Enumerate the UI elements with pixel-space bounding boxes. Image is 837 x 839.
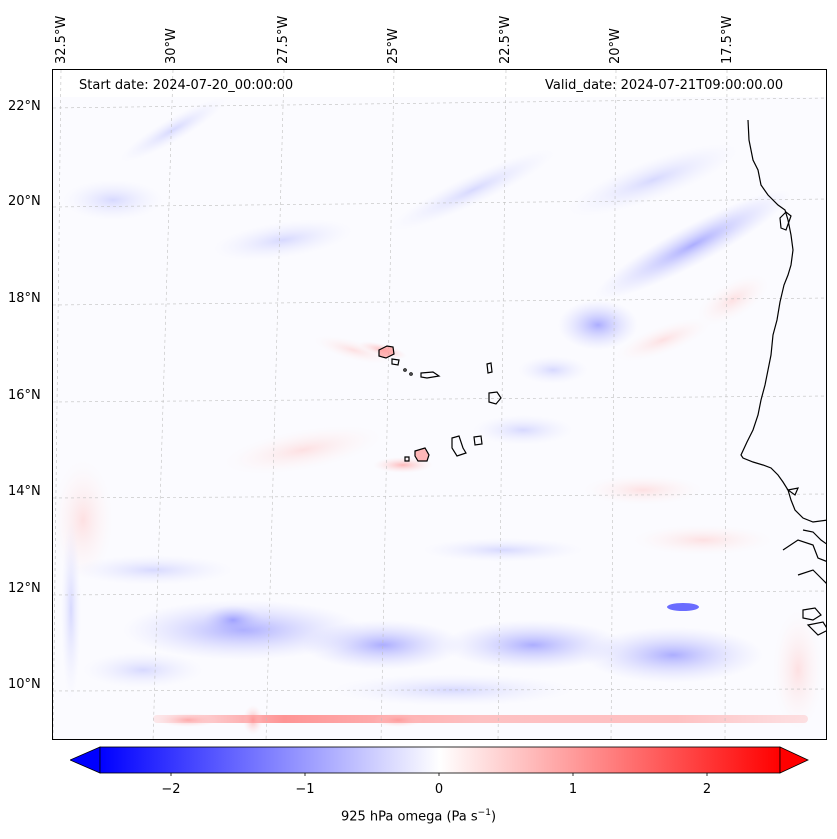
- colorbar-tick-2: 2: [702, 782, 712, 797]
- colorbar: [70, 746, 809, 776]
- coastline: [740, 119, 826, 636]
- lon-label-30w: 30°W: [164, 28, 179, 64]
- colorbar-body: [99, 746, 781, 774]
- colorbar-label-suffix: ): [490, 809, 497, 825]
- colorbar-tick-0: 0: [434, 782, 444, 797]
- colorbar-max-extend: [779, 746, 809, 774]
- lon-label-20w: 20°W: [608, 28, 623, 64]
- gridlines: [53, 70, 826, 739]
- map-panel[interactable]: [52, 69, 827, 740]
- colorbar-label-prefix: 925 hPa omega (Pa s: [340, 809, 478, 825]
- omega-anomalies: [53, 98, 823, 735]
- lat-label-10n: 10°N: [8, 677, 41, 692]
- lat-label-20n: 20°N: [8, 194, 41, 209]
- colorbar-min-extend: [70, 746, 101, 774]
- lat-label-18n: 18°N: [8, 291, 41, 306]
- lon-label-22-5w: 22.5°W: [498, 15, 513, 64]
- omega-field-map: [53, 70, 826, 739]
- colorbar-tick-1: 1: [568, 782, 578, 797]
- colorbar-label-exponent: −1: [477, 808, 491, 818]
- lat-label-22n: 22°N: [8, 99, 41, 114]
- info-band: [53, 70, 826, 97]
- lon-label-27-5w: 27.5°W: [276, 15, 291, 64]
- valid-date-text: Valid_date: 2024-07-21T09:00:00.00: [545, 78, 784, 93]
- colorbar-tick-minus2: −2: [161, 782, 181, 797]
- lon-label-17-5w: 17.5°W: [720, 15, 735, 64]
- lat-label-16n: 16°N: [8, 388, 41, 403]
- lon-label-25w: 25°W: [386, 28, 401, 64]
- lat-label-12n: 12°N: [8, 581, 41, 596]
- lat-label-14n: 14°N: [8, 484, 41, 499]
- colorbar-tick-minus1: −1: [295, 782, 315, 797]
- colorbar-label: 925 hPa omega (Pa s−1): [0, 808, 837, 824]
- start-date-text: Start date: 2024-07-20_00:00:00: [79, 78, 294, 93]
- cape-verde-islands: [378, 345, 502, 462]
- lon-label-32-5w: 32.5°W: [54, 15, 69, 64]
